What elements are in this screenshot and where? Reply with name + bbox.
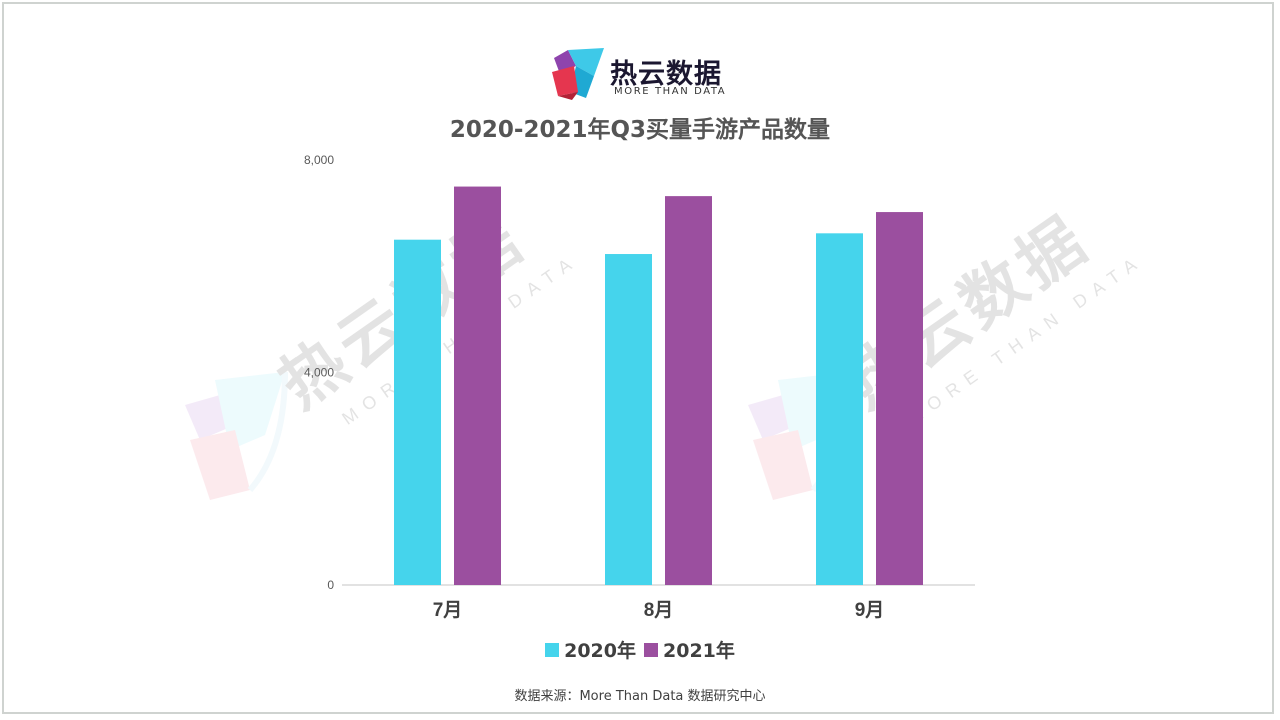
legend-label-2021: 2021年 — [663, 640, 735, 662]
logo-cube-icon — [552, 48, 604, 100]
bar-2021 — [665, 196, 712, 585]
bar-2021 — [876, 212, 923, 585]
x-tick-label: 8月 — [644, 600, 674, 621]
legend-item-2021: 2021年 — [644, 636, 735, 663]
legend-swatch-2021 — [644, 642, 658, 657]
data-source-note: 数据来源：More Than Data 数据研究中心 — [514, 689, 766, 704]
logo-text: 热云数据 — [610, 59, 722, 90]
logo-subtext: MORE THAN DATA — [614, 86, 727, 97]
bar-2020 — [394, 239, 441, 585]
bar-chart: 0 4,000 8,000 7月 8月 9月 — [304, 153, 975, 621]
legend-swatch-2020 — [545, 642, 560, 657]
y-tick-label: 8,000 — [304, 153, 334, 167]
y-tick-label: 4,000 — [304, 366, 334, 380]
bar-2020 — [816, 233, 863, 585]
x-tick-label: 9月 — [855, 600, 885, 621]
bar-2021 — [454, 186, 501, 585]
bar-2020 — [605, 254, 652, 585]
chart-legend: 2020年 2021年 — [0, 636, 1280, 663]
brand-logo: 热云数据 MORE THAN DATA — [548, 46, 738, 102]
y-tick-label: 0 — [327, 578, 334, 592]
chart-title: 2020-2021年Q3买量手游产品数量 — [449, 117, 831, 143]
legend-label-2020: 2020年 — [564, 640, 636, 662]
x-tick-label: 7月 — [433, 600, 463, 621]
legend-item-2020: 2020年 — [545, 636, 636, 663]
